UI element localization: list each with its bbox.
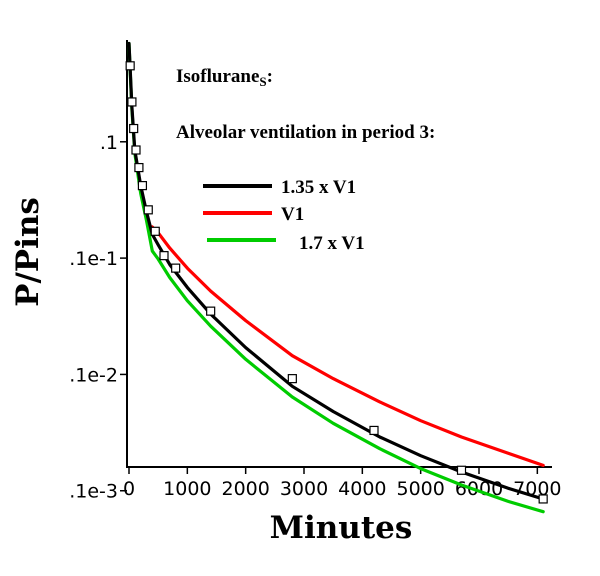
data-marker <box>287 374 297 384</box>
data-marker <box>159 251 169 261</box>
x-axis-title: Minutes <box>270 510 413 546</box>
x-tick-label: 5000 <box>396 478 444 500</box>
drug-subscript: S <box>259 74 266 89</box>
legend: 1.35 x V1 V1 1.7 x V1 <box>203 177 365 254</box>
drug-annotation: IsofluraneS: <box>176 66 273 89</box>
legend-label-black: 1.35 x V1 <box>281 177 356 198</box>
drug-name: Isoflurane <box>176 66 259 87</box>
y-tick-label: .1e-1 <box>69 248 118 270</box>
markers-layer <box>125 61 548 504</box>
data-marker <box>456 465 467 475</box>
series-line-3 <box>127 41 545 514</box>
legend-label-green: 1.7 x V1 <box>299 233 365 254</box>
y-axis-title: P/Pins <box>10 197 46 307</box>
data-marker <box>538 494 548 504</box>
data-marker <box>134 162 144 173</box>
data-marker <box>137 181 148 191</box>
series-layer <box>127 41 545 514</box>
data-marker <box>206 306 216 316</box>
x-tick-label: 2000 <box>221 478 269 500</box>
data-marker <box>125 61 135 71</box>
ventilation-annotation: Alveolar ventilation in period 3: <box>176 122 435 143</box>
series-line-2 <box>150 225 545 467</box>
legend-label-red: V1 <box>281 204 304 225</box>
data-marker <box>150 226 160 236</box>
x-tick-label: 4000 <box>338 478 386 500</box>
data-marker <box>131 145 141 155</box>
data-marker <box>129 123 139 134</box>
data-marker <box>369 425 379 436</box>
x-tick-label: 0 <box>123 478 135 500</box>
y-tick-label: .1e-2 <box>69 364 118 386</box>
data-marker <box>127 97 137 107</box>
y-tick-label: .1e-3 <box>69 481 118 503</box>
y-tick-label: .1 <box>100 132 118 154</box>
data-marker <box>171 263 181 273</box>
drug-suffix: : <box>267 66 273 87</box>
x-tick-label: 3000 <box>280 478 328 500</box>
data-marker <box>143 205 153 215</box>
x-tick-label: 1000 <box>163 478 211 500</box>
